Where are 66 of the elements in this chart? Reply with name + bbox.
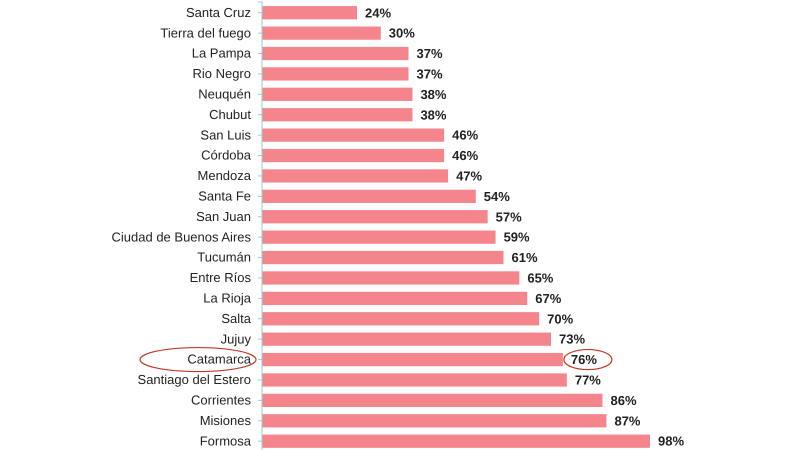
data-label: 59%: [504, 230, 530, 245]
y-tick-label: Formosa: [200, 433, 252, 448]
data-label: 54%: [484, 188, 510, 204]
y-tick-label: La Rioja: [203, 290, 252, 306]
y-tick-label: Jujuy: [220, 331, 252, 346]
bar: [262, 26, 381, 40]
y-tick-label: Rio Negro: [192, 66, 251, 82]
y-tick-label: San Juan: [196, 208, 251, 224]
data-label: 87%: [614, 413, 641, 428]
bar: [262, 6, 358, 20]
bar: [262, 373, 567, 387]
y-tick-label: Corrientes: [191, 392, 252, 408]
data-label: 38%: [420, 86, 447, 102]
data-label: 47%: [456, 168, 483, 184]
data-label: 38%: [420, 107, 447, 122]
data-label: 37%: [416, 46, 443, 62]
data-label: 65%: [527, 270, 554, 286]
bar: [262, 312, 540, 326]
y-tick-label: Misiones: [200, 412, 252, 428]
y-tick-label: Santa Cruz: [186, 4, 251, 20]
bar: [262, 67, 408, 81]
bar: [262, 250, 504, 264]
y-tick-label: La Pampa: [192, 46, 252, 61]
data-label: 46%: [452, 128, 479, 143]
y-tick-label: Salta: [221, 310, 252, 326]
bar: [262, 271, 520, 285]
y-tick-label: Córdoba: [201, 148, 252, 163]
data-label: 24%: [365, 5, 392, 20]
data-label: 67%: [535, 290, 562, 306]
bar: [262, 190, 476, 203]
data-label: 30%: [388, 26, 416, 41]
bar: [262, 292, 528, 305]
y-tick-label: Tierra del fuego: [160, 25, 251, 40]
y-tick-label: Catamarca: [187, 352, 252, 367]
bar: [262, 210, 488, 224]
bar: [262, 352, 563, 366]
bar: [262, 88, 412, 101]
y-tick-label: Santiago del Estero: [138, 372, 251, 388]
bar: [262, 434, 650, 448]
data-label: 98%: [658, 434, 684, 449]
data-label: 37%: [416, 66, 443, 82]
bar: [262, 394, 602, 408]
bar: [262, 230, 496, 244]
y-tick-label: Ciudad de Buenos Aires: [112, 229, 252, 244]
bar: [262, 414, 606, 428]
data-label: 61%: [512, 250, 538, 266]
data-label: 70%: [547, 311, 574, 326]
bar: [262, 169, 448, 183]
bar: [262, 108, 412, 122]
y-tick-label: Chubut: [209, 106, 252, 122]
y-tick-label: Tucumán: [197, 250, 251, 265]
data-label: 86%: [610, 392, 637, 408]
data-label: 77%: [574, 372, 602, 388]
y-tick-label: Neuquén: [198, 86, 251, 102]
data-label: 76%: [570, 352, 598, 368]
y-tick-label: Santa Fe: [198, 188, 251, 204]
bar: [262, 332, 552, 346]
y-tick-label: Entre Ríos: [190, 270, 252, 286]
y-tick-label: Mendoza: [198, 168, 252, 184]
y-tick-label: San Luis: [200, 127, 252, 142]
data-label: 73%: [559, 332, 586, 347]
bar: [262, 148, 444, 162]
bar: [262, 46, 408, 60]
bar: [262, 128, 444, 142]
data-label: 57%: [496, 209, 522, 224]
data-label: 46%: [452, 148, 479, 164]
